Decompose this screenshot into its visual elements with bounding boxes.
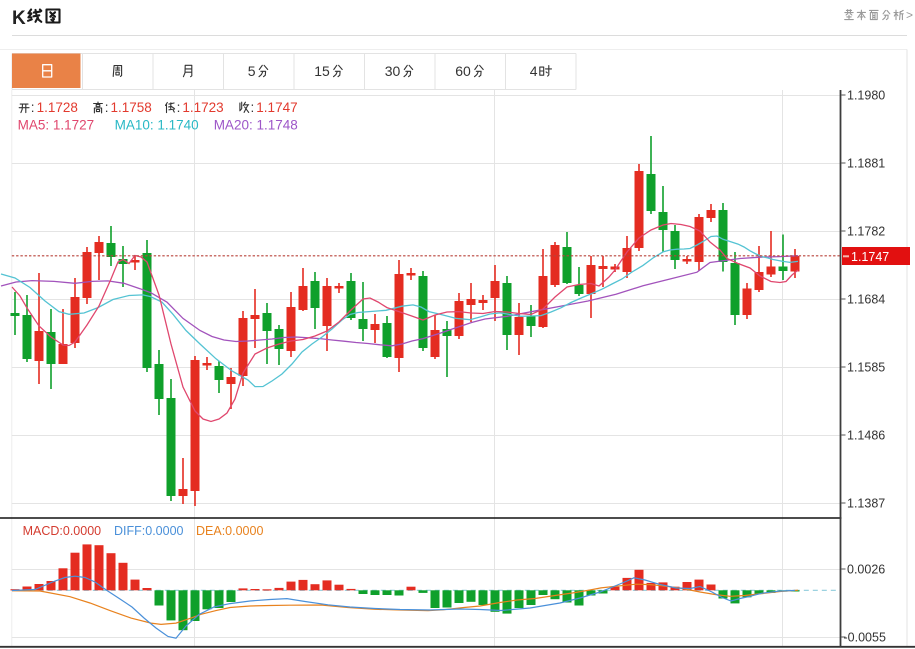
svg-text:5: 5: [248, 63, 256, 79]
svg-text:1.1387: 1.1387: [847, 497, 885, 511]
svg-text:MA20: 1.1748: MA20: 1.1748: [214, 118, 298, 133]
svg-text:30: 30: [385, 63, 401, 79]
svg-text:>: >: [906, 8, 913, 22]
svg-text:1.1747: 1.1747: [256, 100, 297, 115]
svg-text:1.1980: 1.1980: [847, 89, 885, 103]
svg-text:MA10: 1.1740: MA10: 1.1740: [115, 118, 199, 133]
svg-text:0.0026: 0.0026: [847, 563, 885, 577]
svg-text:DIFF:0.0000: DIFF:0.0000: [114, 524, 184, 538]
svg-text:1.1881: 1.1881: [847, 157, 885, 171]
svg-text:1.1782: 1.1782: [847, 225, 885, 239]
svg-text:1.1728: 1.1728: [37, 100, 78, 115]
svg-text:DEA:0.0000: DEA:0.0000: [196, 524, 263, 538]
svg-text:1.1486: 1.1486: [847, 429, 885, 443]
svg-text:K: K: [12, 8, 26, 29]
svg-text:1.1684: 1.1684: [847, 293, 885, 307]
svg-text::: :: [105, 100, 109, 115]
svg-text:MA5: 1.1727: MA5: 1.1727: [18, 118, 95, 133]
svg-text:1.1585: 1.1585: [847, 361, 885, 375]
svg-text:4: 4: [530, 63, 538, 79]
svg-text:1.1747: 1.1747: [851, 250, 889, 264]
svg-text:1.1723: 1.1723: [182, 100, 223, 115]
svg-text::: :: [31, 100, 35, 115]
svg-text:1.1758: 1.1758: [111, 100, 152, 115]
svg-text::: :: [251, 100, 255, 115]
svg-text:60: 60: [455, 63, 471, 79]
svg-text:15: 15: [314, 63, 330, 79]
svg-text:MACD:0.0000: MACD:0.0000: [23, 524, 102, 538]
svg-text:-0.0055: -0.0055: [844, 631, 886, 645]
svg-text::: :: [177, 100, 181, 115]
